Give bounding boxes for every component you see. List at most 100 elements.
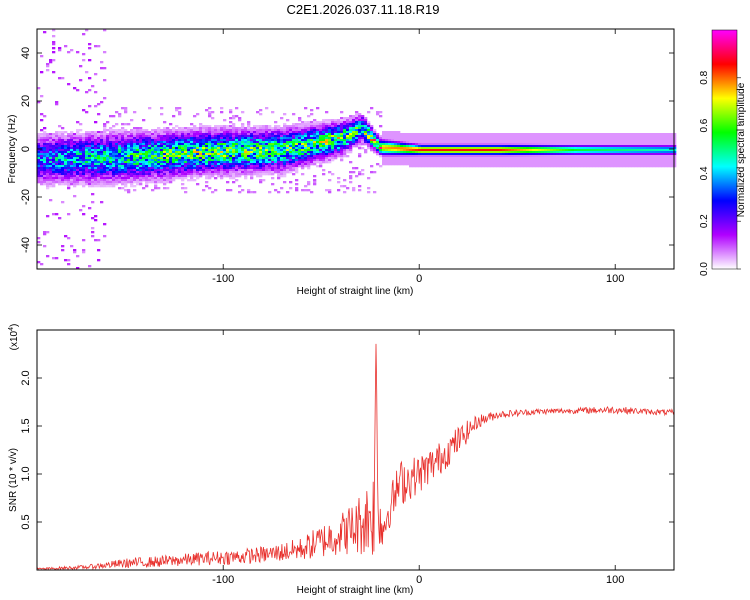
spectrogram-cell: [175, 151, 179, 154]
spectrogram-cell: [634, 139, 638, 142]
spectrogram-cell: [196, 175, 200, 178]
spectrogram-cell: [589, 155, 593, 158]
spectrogram-cell: [634, 147, 638, 150]
spectrogram-cell: [352, 129, 356, 132]
spectrogram-cell: [340, 145, 344, 148]
spectrogram-cell: [145, 131, 149, 134]
spectrogram-cell: [106, 153, 110, 156]
spectrogram-cell: [556, 149, 560, 152]
spectrogram-cell: [502, 133, 506, 136]
spectrogram-cell: [367, 187, 371, 190]
spectrogram-cell: [334, 127, 338, 130]
spectrogram-cell: [349, 123, 353, 126]
spectrogram-cell: [505, 147, 509, 150]
spectrogram-cell: [559, 161, 563, 164]
spectrogram-cell: [154, 141, 158, 144]
spectrogram-cell: [235, 157, 239, 160]
spectrogram-cell: [115, 137, 119, 140]
spectrogram-cell: [499, 157, 503, 160]
spectrogram-cell: [544, 151, 548, 154]
spectrogram-cell: [58, 181, 62, 184]
spectrogram-cell: [76, 151, 80, 154]
spectrogram-cell: [115, 141, 119, 144]
spectrogram-cell: [133, 139, 137, 142]
spectrogram-cell: [109, 147, 113, 150]
spectrogram-cell: [424, 163, 428, 166]
spectrogram-cell: [463, 141, 467, 144]
spectrogram-cell: [229, 167, 233, 170]
spectrogram-cell: [292, 169, 296, 172]
spectrogram-cell: [220, 167, 224, 170]
spectrogram-cell: [256, 139, 260, 142]
spectrogram-cell: [430, 161, 434, 164]
spectrogram-cell: [616, 143, 620, 146]
spectrogram-cell: [268, 155, 272, 158]
spectrogram-cell: [229, 161, 233, 164]
spectrogram-cell: [598, 157, 602, 160]
spectrogram-cell: [622, 143, 626, 146]
spectrogram-cell: [358, 189, 362, 192]
spectrogram-cell: [97, 169, 101, 172]
spectrogram-cell: [439, 157, 443, 160]
spectrogram-cell: [79, 159, 83, 162]
spectrogram-cell: [532, 161, 536, 164]
spectrogram-cell: [343, 151, 347, 154]
spectrogram-cell: [673, 145, 677, 148]
spectrogram-cell: [592, 149, 596, 152]
spectrogram-cell: [424, 139, 428, 142]
spectrogram-cell: [178, 127, 182, 130]
spectrogram-cell: [166, 167, 170, 170]
spectrogram-cell: [637, 161, 641, 164]
spectrogram-cell: [562, 151, 566, 154]
spectrogram-cell: [214, 139, 218, 142]
spectrogram-cell: [85, 171, 89, 174]
spectrogram-cell: [319, 133, 323, 136]
spectrogram-cell: [133, 153, 137, 156]
spectrogram-cell: [142, 163, 146, 166]
spectrogram-cell: [625, 163, 629, 166]
spectrogram-cell: [139, 141, 143, 144]
spectrogram-cell: [283, 149, 287, 152]
spectrogram-cell: [424, 161, 428, 164]
spectrogram-cell: [223, 147, 227, 150]
spectrogram-cell: [220, 129, 224, 132]
spectrogram-cell: [232, 139, 236, 142]
spectrogram-cell: [550, 149, 554, 152]
spectrogram-cell: [391, 155, 395, 158]
spectrogram-cell: [214, 153, 218, 156]
spectrogram-cell: [307, 151, 311, 154]
spectrogram-cell: [163, 157, 167, 160]
spectrogram-cell: [457, 165, 461, 168]
spectrogram-cell: [421, 163, 425, 166]
spectrogram-cell: [79, 181, 83, 184]
spectrogram-cell: [208, 187, 212, 190]
spectrogram-cell: [100, 145, 104, 148]
spectrogram-cell: [214, 141, 218, 144]
spectrogram-cell: [289, 149, 293, 152]
spectrogram-cell: [421, 137, 425, 140]
spectrogram-cell: [517, 149, 521, 152]
spectrogram-cell: [418, 149, 422, 152]
spectrogram-cell: [478, 147, 482, 150]
spectrogram-cell: [169, 129, 173, 132]
spectrogram-cell: [184, 143, 188, 146]
spectrogram-cell: [325, 137, 329, 140]
spectrogram-cell: [55, 103, 59, 106]
spectrogram-cell: [157, 131, 161, 134]
spectrogram-cell: [523, 151, 527, 154]
spectrogram-cell: [259, 135, 263, 138]
spectrogram-cell: [103, 141, 107, 144]
spectrogram-cell: [217, 145, 221, 148]
spectrogram-cell: [664, 159, 668, 162]
spectrogram-cell: [169, 149, 173, 152]
spectrogram-cell: [352, 131, 356, 134]
spectrogram-cell: [262, 151, 266, 154]
spectrogram-cell: [382, 149, 386, 152]
spectrogram-cell: [214, 155, 218, 158]
spectrogram-cell: [181, 151, 185, 154]
spectrogram-cell: [379, 125, 383, 128]
spectrogram-cell: [136, 141, 140, 144]
spectrogram-cell: [67, 159, 71, 162]
spectrogram-cell: [88, 77, 92, 80]
spectrogram-cell: [49, 199, 53, 202]
